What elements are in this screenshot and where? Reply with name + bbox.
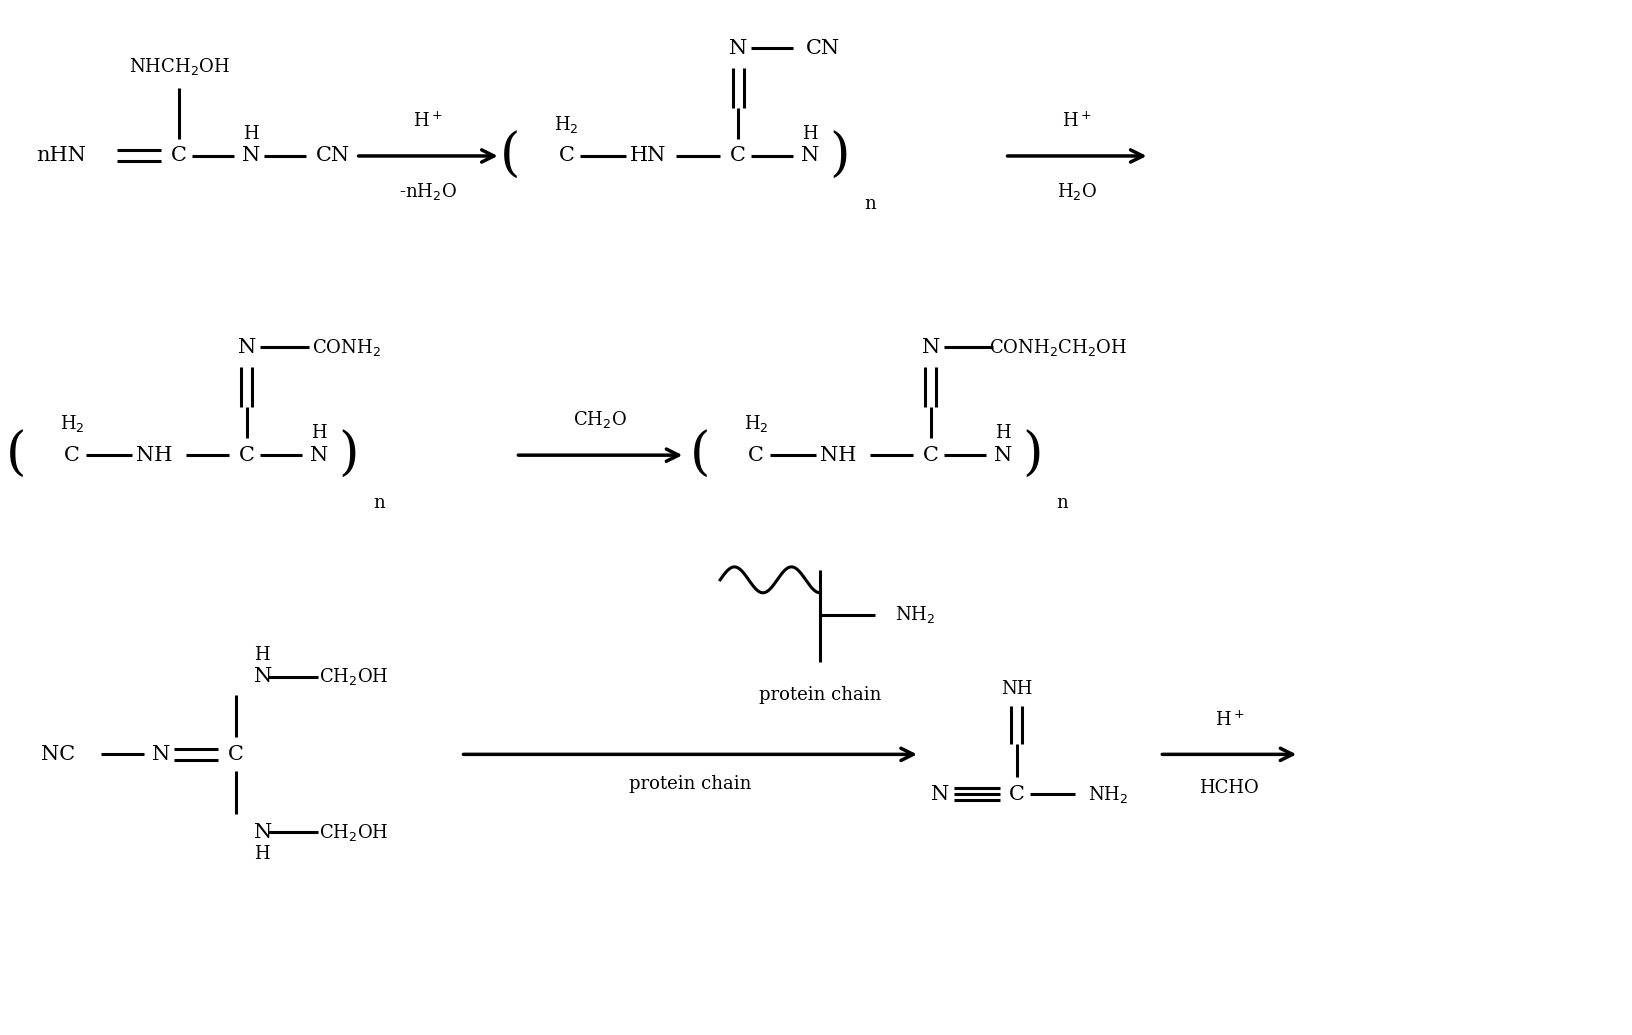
Text: protein chain: protein chain (628, 775, 751, 793)
Text: H: H (803, 125, 818, 143)
Text: -nH$_2$O: -nH$_2$O (400, 181, 457, 202)
Text: ): ) (829, 130, 850, 181)
Text: H$^+$: H$^+$ (413, 112, 442, 131)
Text: H$^+$: H$^+$ (1214, 710, 1244, 730)
Text: N: N (310, 446, 328, 465)
Text: NH$_2$: NH$_2$ (1089, 783, 1129, 805)
Text: H$^+$: H$^+$ (1062, 112, 1092, 131)
Text: C: C (1009, 785, 1025, 804)
Text: C: C (747, 446, 764, 465)
Text: N: N (994, 446, 1012, 465)
Text: H: H (312, 424, 326, 442)
Text: N: N (730, 38, 747, 58)
Text: NH: NH (1000, 680, 1033, 698)
Text: NH: NH (819, 446, 857, 465)
Text: NHCH$_2$OH: NHCH$_2$OH (129, 56, 230, 77)
Text: N: N (801, 147, 819, 166)
Text: N: N (922, 338, 940, 357)
Text: N: N (255, 823, 273, 841)
Text: H$_2$: H$_2$ (555, 114, 579, 135)
Text: ): ) (338, 430, 359, 480)
Text: n: n (863, 195, 876, 213)
Text: n: n (1056, 494, 1069, 512)
Text: CONH$_2$: CONH$_2$ (312, 337, 382, 358)
Text: H: H (243, 125, 259, 143)
Text: NH$_2$: NH$_2$ (894, 604, 935, 625)
Text: H$_2$: H$_2$ (744, 413, 769, 434)
Text: NH: NH (135, 446, 173, 465)
Text: (: ( (7, 430, 26, 480)
Text: HCHO: HCHO (1200, 779, 1260, 797)
Text: H$_2$O: H$_2$O (1058, 181, 1097, 202)
Text: H: H (255, 846, 269, 863)
Text: CH$_2$OH: CH$_2$OH (318, 667, 388, 687)
Text: n: n (372, 494, 385, 512)
Text: ): ) (1022, 430, 1043, 480)
Text: HN: HN (630, 147, 666, 166)
Text: C: C (238, 446, 255, 465)
Text: H: H (996, 424, 1010, 442)
Text: C: C (558, 147, 574, 166)
Text: (: ( (501, 130, 521, 181)
Text: (: ( (690, 430, 710, 480)
Text: CH$_2$OH: CH$_2$OH (318, 822, 388, 842)
Text: C: C (64, 446, 80, 465)
Text: CH$_2$O: CH$_2$O (573, 409, 627, 431)
Text: CN: CN (806, 38, 840, 58)
Text: N: N (152, 745, 170, 764)
Text: C: C (171, 147, 188, 166)
Text: C: C (922, 446, 938, 465)
Text: H: H (255, 646, 269, 663)
Text: NC: NC (41, 745, 75, 764)
Text: H$_2$: H$_2$ (60, 413, 85, 434)
Text: CN: CN (315, 147, 349, 166)
Text: nHN: nHN (36, 147, 86, 166)
Text: C: C (730, 147, 746, 166)
Text: C: C (228, 745, 243, 764)
Text: N: N (242, 147, 259, 166)
Text: CONH$_2$CH$_2$OH: CONH$_2$CH$_2$OH (989, 337, 1128, 358)
Text: N: N (238, 338, 256, 357)
Text: protein chain: protein chain (759, 685, 881, 704)
Text: N: N (255, 668, 273, 686)
Text: N: N (930, 785, 948, 804)
